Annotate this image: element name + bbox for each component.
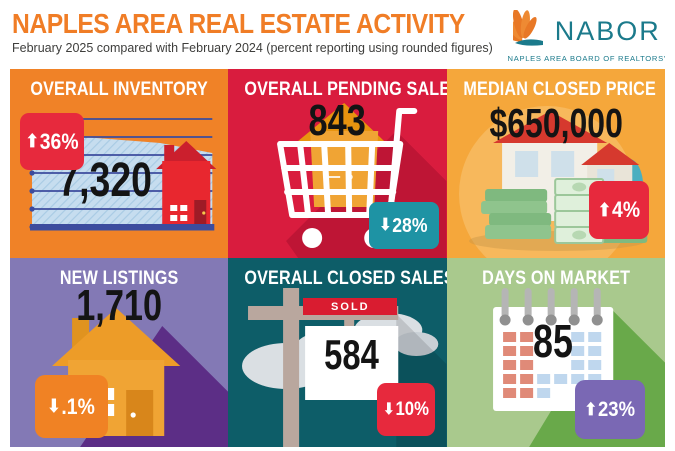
badge-percent: 28% xyxy=(392,214,428,237)
pending-sales-value: 843 xyxy=(308,96,367,145)
up-arrow-icon: ⬆ xyxy=(584,398,598,419)
panel-median-closed-price: MEDIAN CLOSED PRICE $650,000 ⬆ 4% xyxy=(446,69,665,258)
panel-title: OVERALL INVENTORY xyxy=(30,79,208,100)
median-price-change-badge: ⬆ 4% xyxy=(588,181,649,239)
inventory-change-badge: ⬆ 36% xyxy=(20,113,84,170)
up-arrow-icon: ⬆ xyxy=(25,131,39,152)
up-arrow-icon: ⬆ xyxy=(597,199,612,220)
panel-title: MEDIAN CLOSED PRICE xyxy=(463,79,656,100)
pending-sales-change-badge: ⬇ 28% xyxy=(368,202,439,249)
badge-percent: .1% xyxy=(61,393,96,419)
nabor-logo: NABOR NAPLES AREA BOARD OF REALTORS' xyxy=(495,8,666,63)
panel-overall-inventory: OVERALL INVENTORY 7,320 ⬆ 36% xyxy=(10,69,229,258)
badge-percent: 23% xyxy=(598,398,636,421)
panel-title: OVERALL CLOSED SALES xyxy=(244,268,447,289)
nabor-shell-icon xyxy=(495,8,551,53)
nabor-tagline: NAPLES AREA BOARD OF REALTORS' xyxy=(507,54,666,63)
panel-overall-closed-sales: OVERALL CLOSED SALES SOLD 584 ⬇ 10% xyxy=(228,258,447,447)
closed-sales-change-badge: ⬇ 10% xyxy=(376,383,435,436)
panel-title: OVERALL PENDING SALES xyxy=(244,79,447,100)
new-listings-change-badge: ⬇ .1% xyxy=(35,375,108,438)
days-on-market-change-badge: ⬆ 23% xyxy=(574,380,645,439)
panel-days-on-market: DAYS ON MARKET 85 ⬆ 23% xyxy=(446,258,665,447)
days-on-market-value: 85 xyxy=(532,315,573,367)
panel-title: DAYS ON MARKET xyxy=(481,268,630,289)
badge-percent: 36% xyxy=(39,128,79,154)
new-listings-value: 1,710 xyxy=(76,281,163,330)
badge-percent: 10% xyxy=(395,399,429,420)
panel-title: NEW LISTINGS xyxy=(59,268,179,289)
sold-banner: SOLD xyxy=(303,298,398,315)
median-price-value: $650,000 xyxy=(489,100,623,146)
stat-grid: OVERALL INVENTORY 7,320 ⬆ 36% xyxy=(10,69,665,447)
closed-sales-value: 584 xyxy=(324,331,380,378)
nabor-wordmark: NABOR xyxy=(554,16,661,46)
page-title: NAPLES AREA REAL ESTATE ACTIVITY xyxy=(12,8,465,39)
panel-overall-pending-sales: OVERALL PENDING SALES 843 ⬇ 28% xyxy=(228,69,447,258)
down-arrow-icon: ⬇ xyxy=(382,400,395,418)
down-arrow-icon: ⬇ xyxy=(47,396,62,417)
panel-new-listings: NEW LISTINGS 1,710 ⬇ .1% xyxy=(10,258,229,447)
page-subtitle: February 2025 compared with February 202… xyxy=(12,41,493,55)
down-arrow-icon: ⬇ xyxy=(379,216,392,235)
badge-percent: 4% xyxy=(612,197,641,222)
